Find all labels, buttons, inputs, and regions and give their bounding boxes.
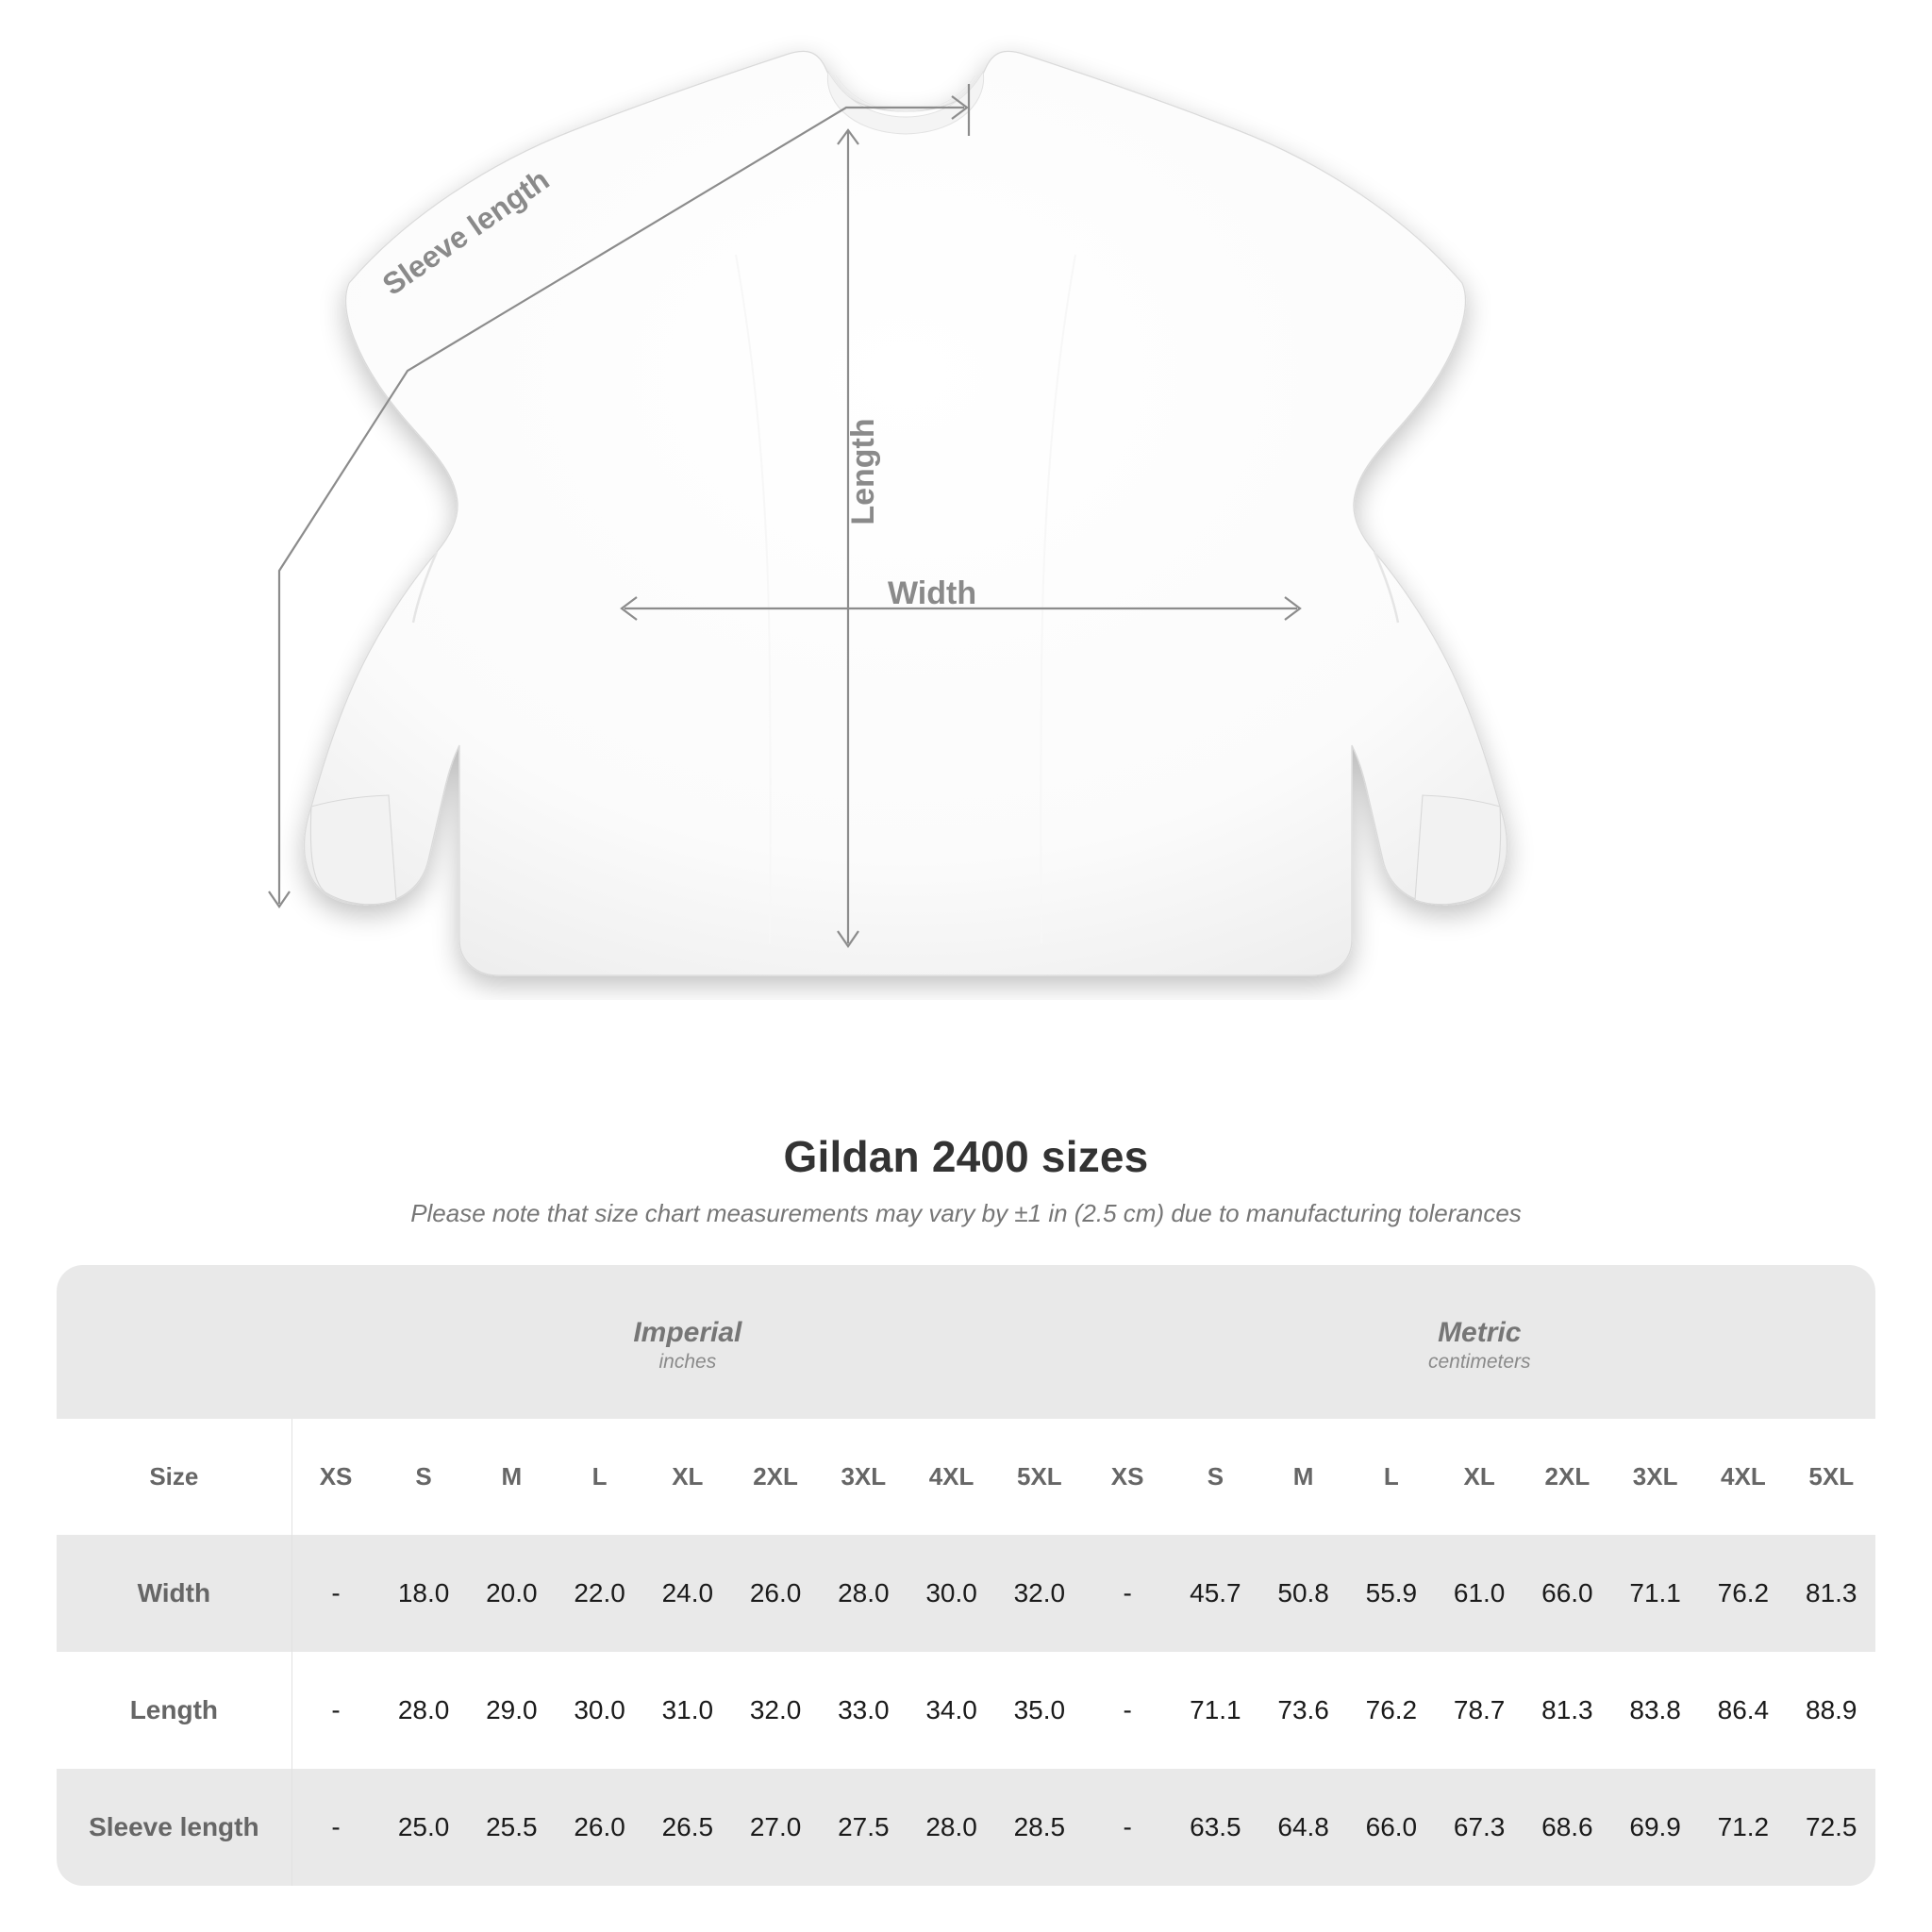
svg-text:Width: Width	[888, 575, 976, 611]
svg-text:Length: Length	[845, 418, 881, 525]
